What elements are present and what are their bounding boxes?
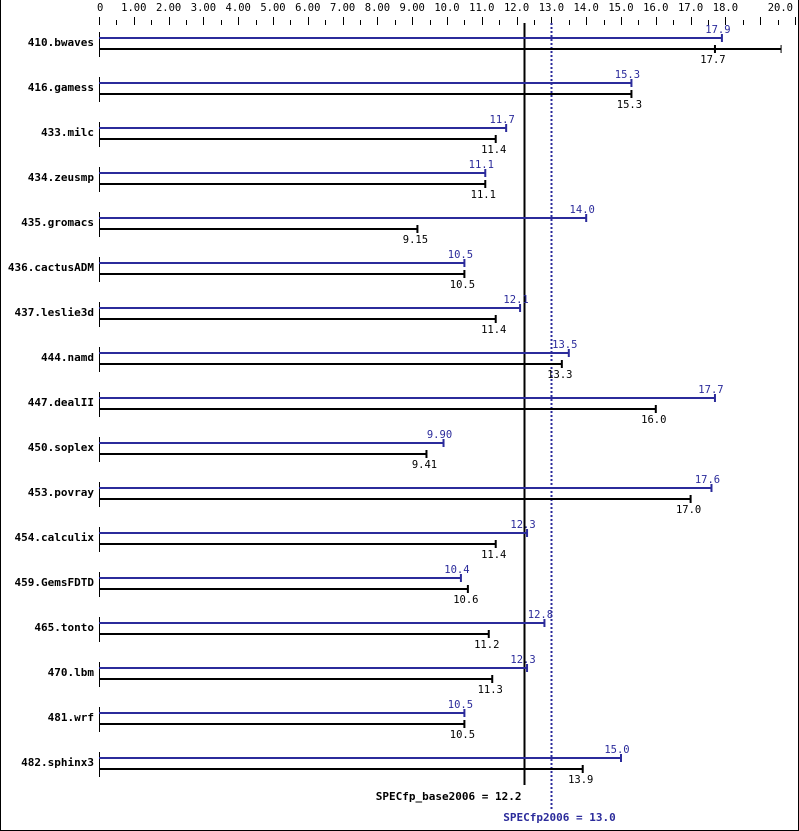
benchmark-row: 450.soplex 9.90 9.41 xyxy=(28,429,452,471)
axis-tick-label: 6.00 xyxy=(295,2,320,14)
axis-tick-label: 8.00 xyxy=(365,2,390,14)
benchmark-label: 436.cactusADM xyxy=(8,261,94,274)
benchmark-label: 434.zeusmp xyxy=(28,171,95,184)
benchmark-label: 482.sphinx3 xyxy=(21,756,94,769)
peak-value-label: 12.3 xyxy=(510,519,535,531)
axis-tick-label: 0 xyxy=(97,2,103,14)
axis-tick-label: 3.00 xyxy=(191,2,216,14)
benchmark-row: 435.gromacs 14.0 9.15 xyxy=(21,204,595,246)
axis-tick-label: 11.0 xyxy=(469,2,494,14)
benchmark-label: 416.gamess xyxy=(28,81,94,94)
peak-value-label: 15.3 xyxy=(615,69,640,81)
axis-tick-label: 17.0 xyxy=(678,2,703,14)
benchmark-row: 437.leslie3d 12.1 11.4 xyxy=(15,294,529,336)
peak-value-label: 11.1 xyxy=(469,159,494,171)
axis-tick-label: 18.0 xyxy=(713,2,738,14)
benchmark-label: 447.dealII xyxy=(28,396,94,409)
benchmark-row: 482.sphinx3 15.0 13.9 xyxy=(21,744,630,786)
peak-value-label: 11.7 xyxy=(490,114,515,126)
peak-value-label: 17.9 xyxy=(705,24,730,36)
base-value-label: 11.4 xyxy=(481,144,506,156)
axis-tick-label: 9.00 xyxy=(400,2,425,14)
axis-tick-label: 5.00 xyxy=(260,2,285,14)
benchmark-label: 444.namd xyxy=(41,351,94,364)
peak-value-label: 12.3 xyxy=(510,654,535,666)
axis-tick-label: 2.00 xyxy=(156,2,181,14)
base-value-label: 11.4 xyxy=(481,549,506,561)
benchmark-label: 454.calculix xyxy=(15,531,95,544)
benchmark-label: 459.GemsFDTD xyxy=(15,576,95,589)
axis-tick-label: 7.00 xyxy=(330,2,355,14)
base-value-label: 17.7 xyxy=(700,54,725,66)
peak-value-label: 12.1 xyxy=(503,294,528,306)
base-score-label: SPECfp_base2006 = 12.2 xyxy=(376,790,522,803)
peak-value-label: 10.5 xyxy=(448,699,473,711)
benchmark-row: 434.zeusmp 11.1 11.1 xyxy=(28,159,496,201)
benchmark-label: 453.povray xyxy=(28,486,95,499)
peak-value-label: 10.5 xyxy=(448,249,473,261)
peak-value-label: 12.8 xyxy=(528,609,553,621)
axis-tick-label: 16.0 xyxy=(643,2,668,14)
base-value-label: 11.2 xyxy=(474,639,499,651)
peak-value-label: 17.6 xyxy=(695,474,720,486)
base-value-label: 11.1 xyxy=(471,189,496,201)
base-value-label: 9.41 xyxy=(412,459,437,471)
benchmark-label: 435.gromacs xyxy=(21,216,94,229)
benchmark-label: 410.bwaves xyxy=(28,36,94,49)
base-value-label: 15.3 xyxy=(617,99,642,111)
base-value-label: 10.6 xyxy=(453,594,478,606)
benchmark-row: 410.bwaves 17.9 17.7 xyxy=(28,24,782,66)
base-value-label: 13.9 xyxy=(568,774,593,786)
benchmark-row: 433.milc 11.7 11.4 xyxy=(41,114,515,156)
benchmark-row: 481.wrf 10.5 10.5 xyxy=(48,699,475,741)
axis-tick-label: 12.0 xyxy=(504,2,529,14)
axis-tick-label: 14.0 xyxy=(574,2,599,14)
benchmark-label: 481.wrf xyxy=(48,711,94,724)
benchmark-row: 470.lbm 12.3 11.3 xyxy=(48,654,536,696)
benchmark-label: 470.lbm xyxy=(48,666,95,679)
peak-value-label: 9.90 xyxy=(427,429,452,441)
benchmark-row: 444.namd 13.5 13.3 xyxy=(41,339,577,381)
benchmark-label: 465.tonto xyxy=(34,621,94,634)
base-value-label: 11.4 xyxy=(481,324,506,336)
base-value-label: 16.0 xyxy=(641,414,666,426)
benchmark-label: 437.leslie3d xyxy=(15,306,94,319)
peak-value-label: 10.4 xyxy=(444,564,469,576)
axis-tick-label: 13.0 xyxy=(539,2,564,14)
axis-tick-label: 4.00 xyxy=(226,2,251,14)
base-value-label: 11.3 xyxy=(478,684,503,696)
benchmark-row: 454.calculix 12.3 11.4 xyxy=(15,519,536,561)
peak-value-label: 17.7 xyxy=(698,384,723,396)
axis-tick-label: 10.0 xyxy=(434,2,459,14)
base-value-label: 9.15 xyxy=(403,234,428,246)
benchmark-row: 465.tonto 12.8 11.2 xyxy=(34,609,553,651)
peak-value-label: 14.0 xyxy=(570,204,595,216)
peak-score-label: SPECfp2006 = 13.0 xyxy=(503,811,616,824)
benchmark-row: 436.cactusADM 10.5 10.5 xyxy=(8,249,475,291)
axis-tick-label: 15.0 xyxy=(608,2,633,14)
x-axis: 0 1.00 2.00 3.00 4.00 5.00 6.00 7.00 8.00 9.00 10.… xyxy=(97,2,796,25)
peak-value-label: 13.5 xyxy=(552,339,577,351)
peak-value-label: 15.0 xyxy=(604,744,629,756)
axis-tick-label: 20.0 xyxy=(768,2,793,14)
benchmark-label: 433.milc xyxy=(41,126,94,139)
base-value-label: 17.0 xyxy=(676,504,701,516)
benchmark-row: 453.povray 17.6 17.0 xyxy=(28,474,720,516)
axis-tick-label: 1.00 xyxy=(121,2,146,14)
base-value-label: 10.5 xyxy=(450,279,475,291)
benchmark-row: 459.GemsFDTD 10.4 10.6 xyxy=(15,564,479,606)
base-value-label: 13.3 xyxy=(547,369,572,381)
benchmark-row: 447.dealII 17.7 16.0 xyxy=(28,384,724,426)
base-value-label: 10.5 xyxy=(450,729,475,741)
benchmark-label: 450.soplex xyxy=(28,441,95,454)
benchmark-row: 416.gamess 15.3 15.3 xyxy=(28,69,642,111)
